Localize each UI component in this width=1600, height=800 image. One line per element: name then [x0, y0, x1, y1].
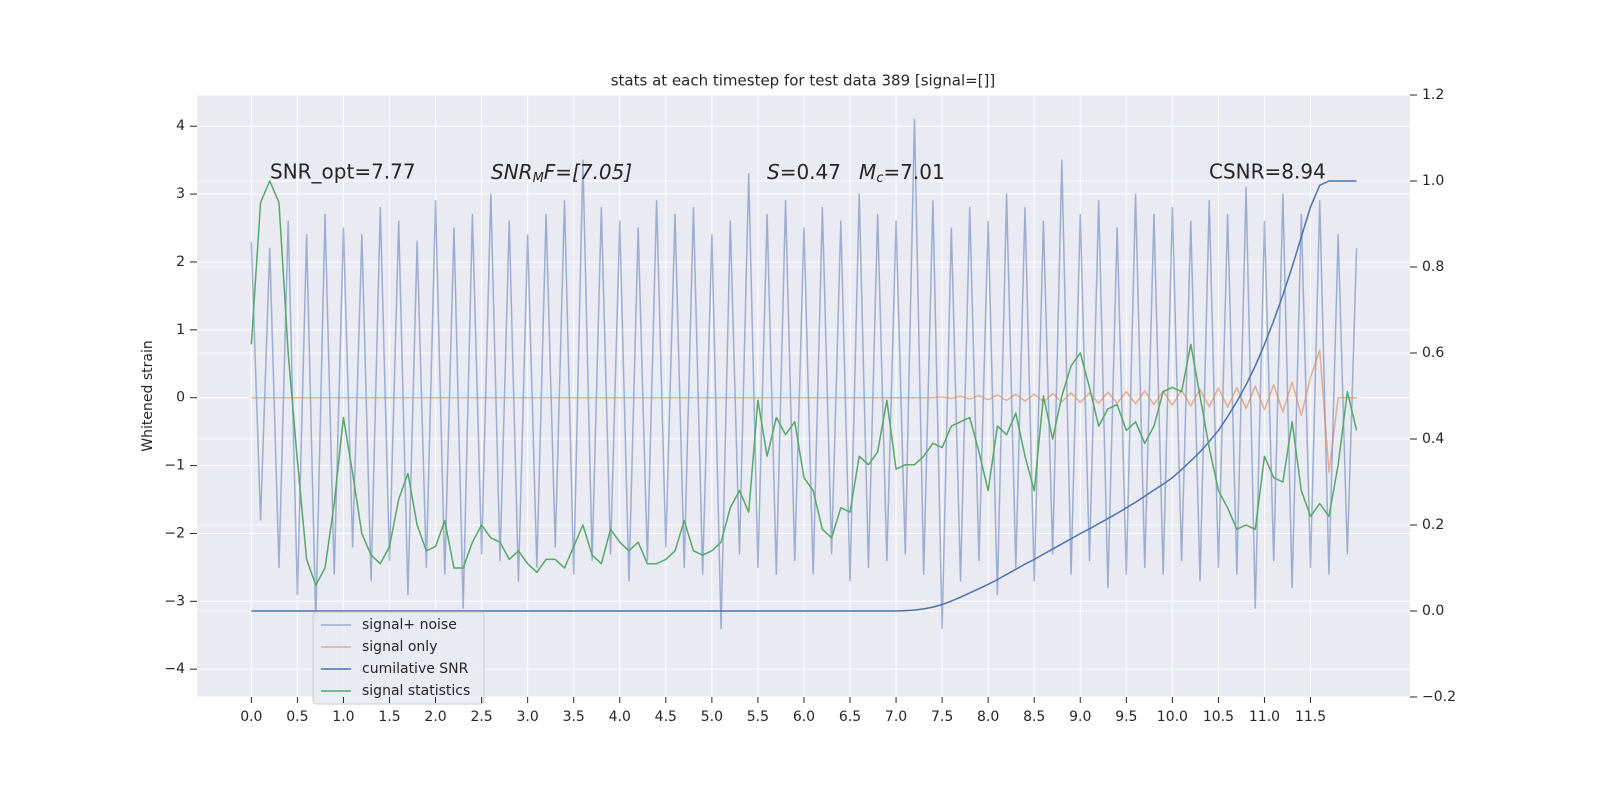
y-tick-label: −3: [164, 593, 185, 609]
x-tick-label: 9.5: [1115, 709, 1137, 725]
annotation-part: F=[7.05]: [544, 160, 632, 184]
grid: [197, 94, 1410, 698]
y2-tick-label: 1.2: [1422, 87, 1444, 103]
y2-tick-label: 0.4: [1422, 431, 1444, 447]
annotation: SNRMF=[7.05]: [491, 160, 632, 186]
y-tick-label: −4: [164, 661, 185, 677]
annotation: SNR_opt=7.77: [270, 160, 416, 184]
y-axis-label: Whitened strain: [140, 340, 156, 451]
x-tick-label: 7.0: [885, 709, 907, 725]
legend-label: signal statistics: [362, 683, 470, 699]
legend-label: signal only: [362, 639, 437, 655]
y2-tick-label: 0.0: [1422, 603, 1444, 619]
legend-label: signal+ noise: [362, 617, 457, 633]
annotation: CSNR=8.94: [1209, 160, 1326, 184]
x-tick-label: 6.5: [839, 709, 861, 725]
y2-tick-label: 0.6: [1422, 345, 1444, 361]
y-tick-label: 1: [176, 322, 185, 338]
annotation-part: =7.01: [883, 160, 944, 184]
y-tick-label: 2: [176, 254, 185, 270]
y2-tick-label: 0.2: [1422, 517, 1444, 533]
y-tick-label: −2: [164, 525, 185, 541]
annotation-part: SNR: [491, 160, 533, 184]
y2-tick-label: 1.0: [1422, 173, 1444, 189]
x-tick-label: 4.5: [655, 709, 677, 725]
legend-label: cumilative SNR: [362, 661, 469, 677]
x-tick-label: 7.5: [931, 709, 953, 725]
x-tick-label: 5.5: [747, 709, 769, 725]
y-tick-label: 3: [176, 186, 185, 202]
series-line: [251, 180, 1357, 612]
y-tick-label: −1: [164, 458, 185, 474]
legend: signal+ noise signal only cumilative SNR si…: [312, 611, 485, 705]
annotation-part: M: [533, 171, 544, 186]
x-tick-label: 4.0: [609, 709, 631, 725]
legend-box: [312, 611, 485, 705]
x-tick-label: 11.0: [1249, 709, 1280, 725]
annotation-part: c: [876, 171, 883, 186]
x-tick-label: 1.0: [332, 709, 354, 725]
annotation-part: S: [767, 160, 780, 184]
y2-tick-label: −0.2: [1422, 689, 1456, 705]
annotation-part: =0.47: [780, 160, 841, 184]
y-tick-label: 4: [176, 118, 185, 134]
x-tick-label: 8.0: [977, 709, 999, 725]
series-line: [250, 180, 1358, 586]
annotation: Mc=7.01: [859, 160, 945, 186]
y2-tick-label: 0.8: [1422, 259, 1444, 275]
series-line: [251, 349, 1357, 474]
chart-title: stats at each timestep for test data 389…: [611, 72, 996, 90]
x-tick-label: 8.5: [1023, 709, 1045, 725]
x-tick-label: 3.5: [563, 709, 585, 725]
x-tick-label: 6.0: [793, 709, 815, 725]
y-tick-label: 0: [176, 390, 185, 406]
x-tick-label: 1.5: [378, 709, 400, 725]
x-tick-label: 11.5: [1295, 709, 1326, 725]
x-tick-label: 10.5: [1203, 709, 1234, 725]
x-tick-label: 10.0: [1157, 709, 1188, 725]
x-tick-label: 5.0: [701, 709, 723, 725]
x-tick-label: 3.0: [517, 709, 539, 725]
series-line: [250, 118, 1358, 630]
x-tick-label: 2.0: [424, 709, 446, 725]
annotation-part: M: [859, 160, 876, 184]
x-tick-label: 9.0: [1069, 709, 1091, 725]
x-tick-label: 0.5: [286, 709, 308, 725]
series: [250, 118, 1358, 630]
x-tick-label: 2.5: [470, 709, 492, 725]
annotation: S=0.47: [767, 160, 841, 184]
x-tick-label: 0.0: [240, 709, 262, 725]
